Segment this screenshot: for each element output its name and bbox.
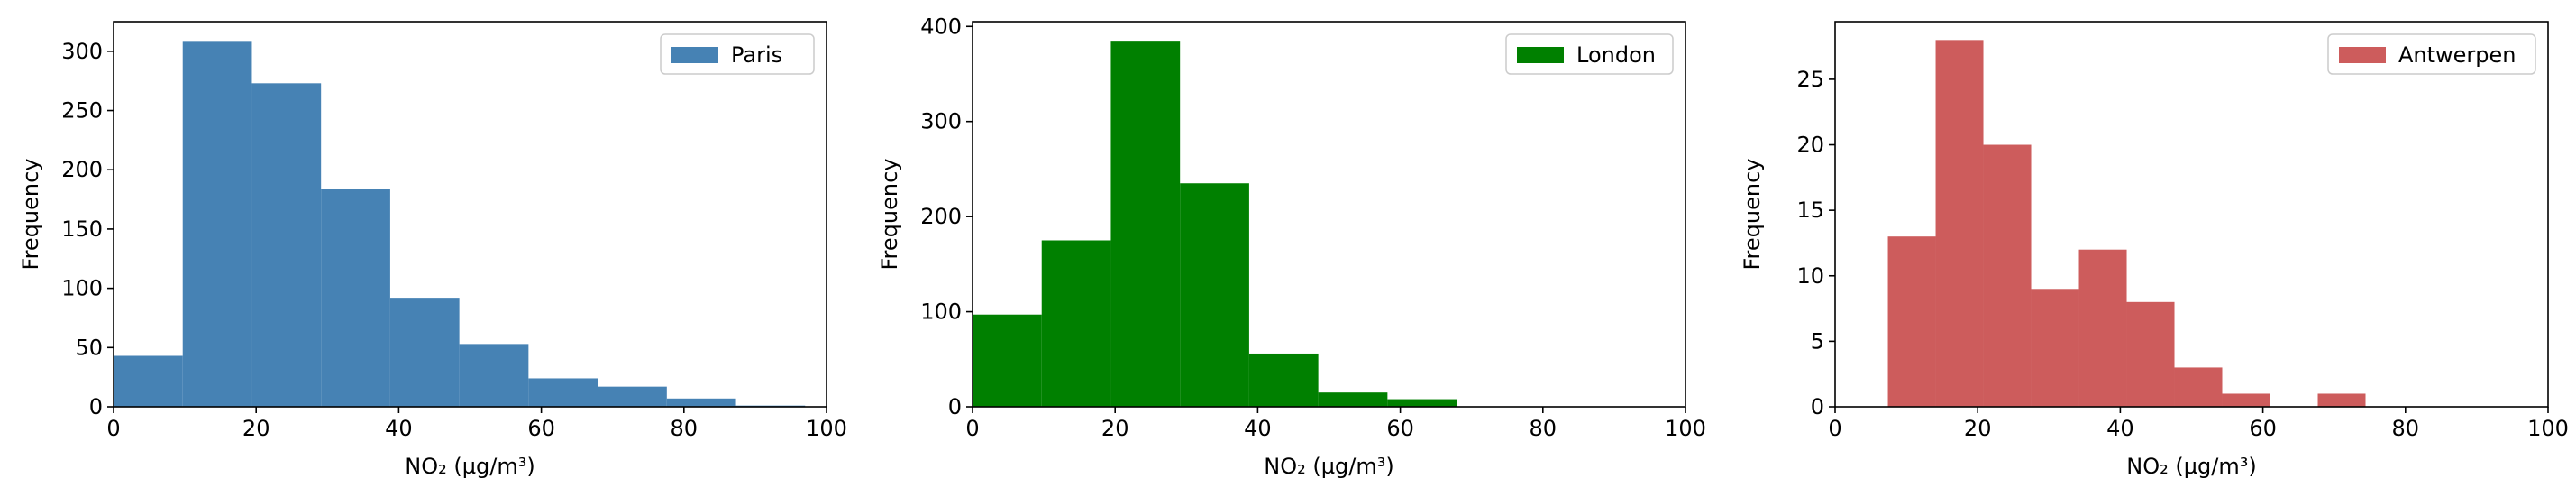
y-tick-label: 20	[1796, 133, 1824, 158]
bar-series-1	[114, 41, 806, 407]
histogram-bar	[2078, 249, 2127, 407]
y-axis-label: Frequency	[18, 159, 43, 271]
x-tick-label: 80	[2392, 416, 2420, 441]
histogram-bar	[1983, 144, 2032, 407]
x-tick-label: 80	[671, 416, 699, 441]
x-tick-label: 20	[1964, 416, 1992, 441]
chart-panel-3: 0 20 40 60 80 100 0 5 10 15 20 25 NO₂ (µg/m³) Frequen…	[1740, 21, 2569, 479]
legend-label: Antwerpen	[2398, 42, 2517, 68]
x-tick-label: 0	[965, 416, 979, 441]
legend-label: Paris	[731, 42, 782, 68]
bar-series-1	[973, 41, 1457, 407]
x-tick-label: 0	[1828, 416, 1841, 441]
x-axis-label: NO₂ (µg/m³)	[405, 454, 534, 479]
y-tick-label: 300	[61, 39, 103, 64]
histogram-bar	[182, 41, 252, 407]
chart-panel-2: 0 20 40 60 80 100 0 100 200 300 400 NO₂ (µg/m³) Freq…	[877, 14, 1706, 479]
axes-frame	[1834, 21, 2549, 408]
bar-series-1	[1887, 40, 2366, 407]
histogram-bar	[1387, 399, 1457, 407]
x-axis-label: NO₂ (µg/m³)	[2126, 454, 2256, 479]
histogram-bar	[2031, 289, 2079, 407]
y-tick-label: 15	[1796, 198, 1824, 223]
x-tick-label: 0	[106, 416, 120, 441]
histogram-bar	[598, 386, 667, 407]
y-axis-label: Frequency	[1740, 159, 1765, 271]
legend: London	[1505, 33, 1674, 75]
y-tick-label: 400	[920, 14, 962, 39]
legend-box	[2327, 33, 2536, 75]
y-tick-label: 200	[920, 204, 962, 229]
x-tick-label: 20	[1101, 416, 1129, 441]
x-tick-label: 100	[806, 416, 847, 441]
histogram-bar	[459, 344, 529, 407]
x-tick-label: 100	[2527, 416, 2569, 441]
legend-swatch	[2339, 47, 2386, 63]
chart-panel-1: 0 20 40 60 80 100 0 50 100 150 200 250 300 NO₂ (µg/m³…	[18, 21, 847, 479]
y-tick-label: 100	[61, 276, 103, 301]
histogram-bar	[2126, 301, 2175, 407]
axes-frame	[113, 21, 827, 408]
histogram-bar	[1935, 40, 1984, 407]
y-tick-label: 0	[89, 394, 103, 419]
legend-swatch	[671, 47, 718, 63]
histogram-bar	[2222, 393, 2270, 407]
x-tick-label: 40	[385, 416, 413, 441]
y-tick-label: 300	[920, 109, 962, 134]
y-tick-label: 150	[61, 216, 103, 242]
histogram-bar	[528, 378, 598, 407]
x-tick-label: 60	[527, 416, 555, 441]
legend: Antwerpen	[2327, 33, 2536, 75]
x-tick-label: 60	[2249, 416, 2277, 441]
x-tick-label: 60	[1386, 416, 1414, 441]
x-tick-label: 80	[1530, 416, 1557, 441]
x-tick-label: 40	[2106, 416, 2134, 441]
legend: Paris	[660, 33, 815, 75]
x-axis-label: NO₂ (µg/m³)	[1264, 454, 1393, 479]
y-tick-label: 200	[61, 157, 103, 182]
histogram-bar	[1887, 236, 1936, 407]
legend-swatch	[1517, 47, 1564, 63]
axes-frame	[972, 21, 1686, 408]
legend-box	[660, 33, 815, 75]
histogram-bar	[973, 314, 1042, 407]
x-tick-label: 40	[1244, 416, 1272, 441]
y-tick-label: 0	[1811, 394, 1824, 419]
x-tick-label: 20	[242, 416, 270, 441]
legend-box	[1505, 33, 1674, 75]
histogram-bar	[1041, 240, 1111, 407]
histogram-bar	[389, 298, 460, 407]
y-tick-label: 0	[948, 394, 962, 419]
y-tick-label: 250	[61, 98, 103, 124]
histogram-bar	[1248, 353, 1319, 407]
y-tick-label: 25	[1796, 67, 1824, 92]
legend-label: London	[1576, 42, 1656, 68]
y-tick-label: 50	[75, 335, 103, 360]
y-tick-label: 5	[1811, 328, 1824, 354]
y-tick-label: 10	[1796, 263, 1824, 289]
histogram-bar	[1318, 392, 1388, 407]
histogram-bar	[1110, 41, 1181, 407]
histogram-bar	[2317, 393, 2366, 407]
histogram-bar	[321, 189, 390, 407]
x-tick-label: 100	[1665, 416, 1706, 441]
y-axis-label: Frequency	[877, 159, 902, 271]
histogram-bar	[2174, 367, 2223, 407]
histogram-bar	[114, 355, 183, 407]
histogram-bar	[666, 398, 736, 407]
histogram-bar	[251, 83, 322, 407]
y-tick-label: 100	[920, 299, 962, 325]
histogram-bar	[1180, 183, 1249, 407]
